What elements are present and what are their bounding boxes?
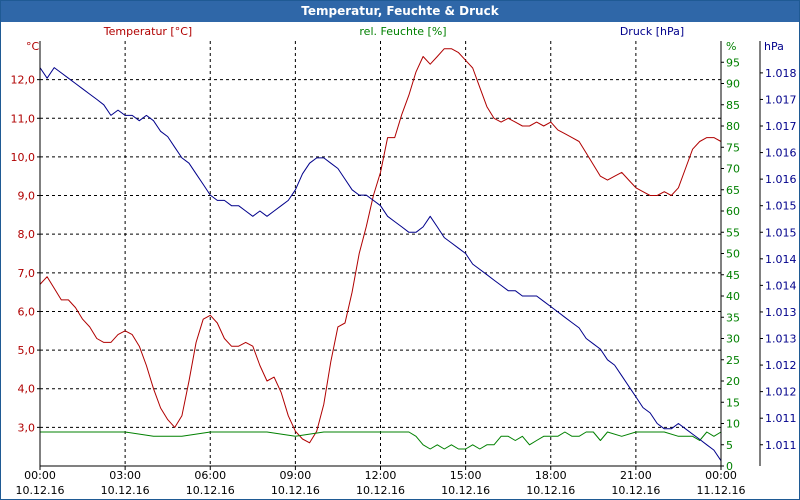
pressure-unit: hPa bbox=[764, 40, 784, 53]
humidity-tick-label: 55 bbox=[726, 226, 740, 239]
temperature-tick-label: 3,0 bbox=[18, 421, 36, 434]
humidity-tick-label: 45 bbox=[726, 269, 740, 282]
x-tick-time: 12:00 bbox=[365, 469, 397, 482]
pressure-tick-label: 1.015 bbox=[765, 226, 797, 239]
temperature-tick-label: 12,0 bbox=[11, 74, 36, 87]
x-tick-time: 21:00 bbox=[620, 469, 652, 482]
pressure-tick-label: 1.012 bbox=[765, 386, 797, 399]
temperature-tick-label: 10,0 bbox=[11, 151, 36, 164]
x-tick-date: 10.12.16 bbox=[611, 484, 660, 497]
humidity-tick-label: 50 bbox=[726, 248, 740, 261]
pressure-tick-label: 1.014 bbox=[765, 253, 797, 266]
x-tick-time: 18:00 bbox=[535, 469, 567, 482]
pressure-tick-label: 1.012 bbox=[765, 359, 797, 372]
pressure-tick-label: 1.011 bbox=[765, 412, 797, 425]
humidity-tick-label: 10 bbox=[726, 418, 740, 431]
x-tick-date: 10.12.16 bbox=[271, 484, 320, 497]
pressure-tick-label: 1.016 bbox=[765, 147, 797, 160]
temperature-tick-label: 4,0 bbox=[18, 383, 36, 396]
window-title: Temperatur, Feuchte & Druck bbox=[1, 1, 799, 22]
series-group bbox=[39, 48, 722, 461]
temperature-tick-label: 11,0 bbox=[11, 112, 36, 125]
temperature-series-line bbox=[39, 48, 722, 444]
temperature-tick-label: 9,0 bbox=[18, 190, 36, 203]
humidity-tick-label: 80 bbox=[726, 120, 740, 133]
humidity-tick-label: 90 bbox=[726, 78, 740, 91]
pressure-tick-label: 1.013 bbox=[765, 333, 797, 346]
humidity-tick-label: 95 bbox=[726, 56, 740, 69]
humidity-tick-label: 60 bbox=[726, 205, 740, 218]
x-tick-time: 03:00 bbox=[109, 469, 141, 482]
pressure-legend: Druck [hPa] bbox=[620, 25, 684, 38]
humidity-tick-label: 35 bbox=[726, 311, 740, 324]
axes bbox=[37, 41, 763, 470]
pressure-tick-label: 1.013 bbox=[765, 306, 797, 319]
pressure-tick-label: 1.015 bbox=[765, 200, 797, 213]
pressure-tick-label: 1.017 bbox=[765, 93, 797, 106]
temperature-unit: °C bbox=[26, 40, 40, 53]
humidity-unit: % bbox=[726, 40, 736, 53]
labels: 3,0 4,0 5,0 6,0 7,0 8,0 9,0 10,0 11,0 12,0 0 5 10 15 2… bbox=[11, 25, 797, 497]
temperature-tick-label: 6,0 bbox=[18, 305, 36, 318]
humidity-tick-label: 65 bbox=[726, 184, 740, 197]
pressure-tick-label: 1.016 bbox=[765, 173, 797, 186]
x-tick-date: 10.12.16 bbox=[16, 484, 65, 497]
pressure-series-line bbox=[39, 67, 722, 461]
x-tick-date: 11.12.16 bbox=[697, 484, 746, 497]
x-tick-date: 10.12.16 bbox=[441, 484, 490, 497]
humidity-tick-label: 85 bbox=[726, 99, 740, 112]
humidity-tick-label: 15 bbox=[726, 396, 740, 409]
humidity-tick-label: 0 bbox=[726, 460, 733, 473]
humidity-tick-label: 70 bbox=[726, 163, 740, 176]
x-tick-date: 10.12.16 bbox=[101, 484, 150, 497]
temperature-legend: Temperatur [°C] bbox=[103, 25, 192, 38]
humidity-tick-label: 30 bbox=[726, 333, 740, 346]
x-tick-date: 10.12.16 bbox=[356, 484, 405, 497]
humidity-series-line bbox=[40, 431, 722, 450]
x-tick-time: 09:00 bbox=[280, 469, 312, 482]
humidity-tick-label: 5 bbox=[726, 439, 733, 452]
pressure-tick-label: 1.018 bbox=[765, 67, 797, 80]
humidity-tick-label: 20 bbox=[726, 375, 740, 388]
x-tick-time: 15:00 bbox=[450, 469, 482, 482]
pressure-tick-label: 1.017 bbox=[765, 120, 797, 133]
temperature-tick-label: 8,0 bbox=[18, 228, 36, 241]
temperature-tick-label: 7,0 bbox=[18, 267, 36, 280]
x-tick-time: 06:00 bbox=[194, 469, 226, 482]
grid bbox=[39, 41, 722, 466]
humidity-tick-label: 40 bbox=[726, 290, 740, 303]
humidity-tick-label: 25 bbox=[726, 354, 740, 367]
x-tick-time: 00:00 bbox=[705, 469, 737, 482]
temperature-tick-label: 5,0 bbox=[18, 344, 36, 357]
pressure-tick-label: 1.014 bbox=[765, 279, 797, 292]
x-tick-date: 10.12.16 bbox=[526, 484, 575, 497]
pressure-tick-label: 1.011 bbox=[765, 439, 797, 452]
humidity-tick-label: 75 bbox=[726, 141, 740, 154]
x-tick-date: 10.12.16 bbox=[186, 484, 235, 497]
humidity-legend: rel. Feuchte [%] bbox=[359, 25, 446, 38]
x-tick-time: 00:00 bbox=[24, 469, 56, 482]
